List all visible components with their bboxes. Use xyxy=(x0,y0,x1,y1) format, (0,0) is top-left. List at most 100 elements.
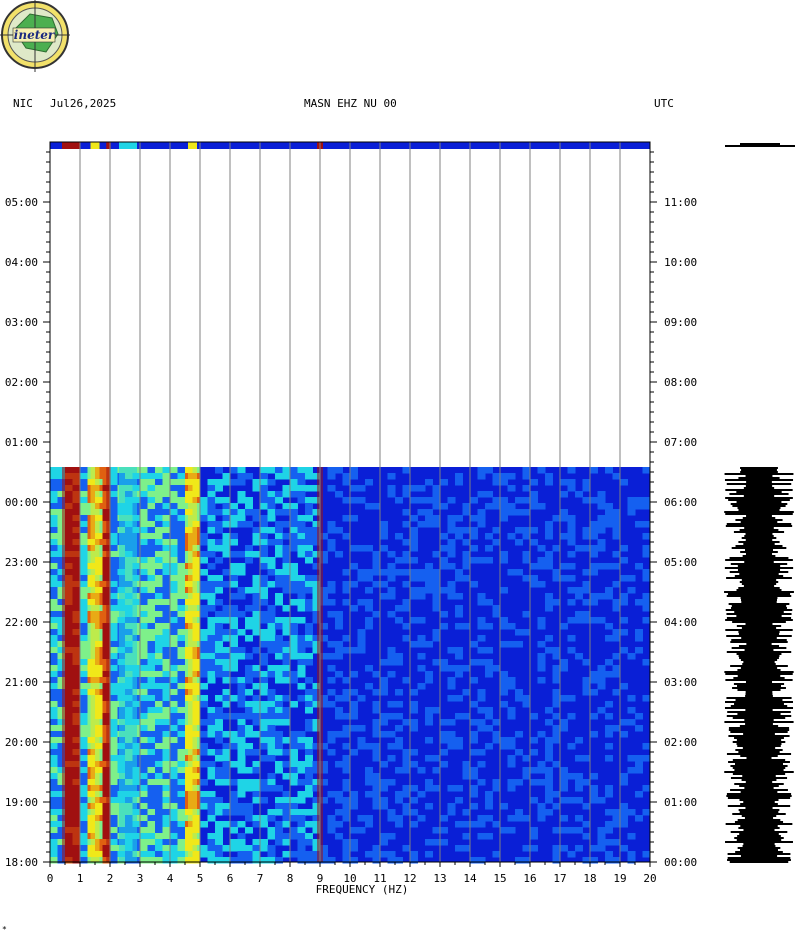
heatmap-cell xyxy=(575,593,583,600)
heatmap-cell xyxy=(215,545,223,552)
heatmap-cell xyxy=(245,473,253,480)
heatmap-cell xyxy=(155,551,163,558)
heatmap-cell xyxy=(297,743,306,750)
heatmap-cell xyxy=(252,701,261,708)
y-tick-label-left: 20:00 xyxy=(5,736,38,749)
heatmap-cell xyxy=(80,581,88,588)
heatmap-cell xyxy=(507,533,516,540)
heatmap-cell xyxy=(305,473,313,480)
heatmap-cell xyxy=(425,779,433,786)
spectral-band-top xyxy=(188,142,197,149)
heatmap-cell xyxy=(620,617,628,624)
heatmap-cell xyxy=(612,551,621,558)
heatmap-cell xyxy=(612,671,621,678)
heatmap-cell xyxy=(522,755,531,762)
heatmap-cell xyxy=(222,743,231,750)
heatmap-cell xyxy=(282,551,291,558)
heatmap-cell xyxy=(560,515,568,522)
heatmap-cell xyxy=(545,479,553,486)
heatmap-cell xyxy=(290,617,298,624)
heatmap-cell xyxy=(275,701,283,708)
heatmap-cell xyxy=(477,509,486,516)
heatmap-cell xyxy=(237,629,246,636)
heatmap-cell xyxy=(155,749,163,756)
heatmap-cell xyxy=(267,731,276,738)
heatmap-cell xyxy=(162,755,171,762)
heatmap-cell xyxy=(545,707,553,714)
trace-segment xyxy=(743,801,775,803)
heatmap-cell xyxy=(597,833,606,840)
heatmap-cell xyxy=(560,665,568,672)
heatmap-cell xyxy=(447,551,456,558)
heatmap-cell xyxy=(50,671,58,678)
y-tick-label-left: 02:00 xyxy=(5,376,38,389)
heatmap-cell xyxy=(162,659,171,666)
heatmap-cell xyxy=(155,695,163,702)
heatmap-cell xyxy=(170,575,178,582)
heatmap-cell xyxy=(282,557,291,564)
heatmap-cell xyxy=(155,605,163,612)
heatmap-cell xyxy=(170,761,178,768)
heatmap-cell xyxy=(372,755,381,762)
heatmap-cell xyxy=(147,713,156,720)
heatmap-cell xyxy=(290,533,298,540)
heatmap-cell xyxy=(110,629,118,636)
trace-segment xyxy=(732,687,786,689)
heatmap-cell xyxy=(402,845,411,852)
heatmap-cell xyxy=(230,605,238,612)
heatmap-cell xyxy=(365,815,373,822)
heatmap-cell xyxy=(57,599,66,606)
heatmap-cell xyxy=(177,665,186,672)
heatmap-cell xyxy=(282,605,291,612)
heatmap-cell xyxy=(80,569,88,576)
heatmap-cell xyxy=(147,497,156,504)
heatmap-cell xyxy=(335,695,343,702)
trace-segment xyxy=(736,615,782,617)
heatmap-cell xyxy=(162,635,171,642)
heatmap-cell xyxy=(485,533,493,540)
heatmap-cell xyxy=(560,827,568,834)
heatmap-cell xyxy=(57,845,66,852)
heatmap-cell xyxy=(230,515,238,522)
trace-segment xyxy=(729,861,789,863)
heatmap-cell xyxy=(80,779,88,786)
heatmap-cell xyxy=(462,551,471,558)
heatmap-cell xyxy=(57,569,66,576)
heatmap-cell xyxy=(312,743,321,750)
heatmap-cell xyxy=(417,653,426,660)
heatmap-cell xyxy=(177,515,186,522)
heatmap-cell xyxy=(440,533,448,540)
heatmap-cell xyxy=(387,551,396,558)
heatmap-cell xyxy=(410,689,418,696)
heatmap-cell xyxy=(50,731,58,738)
y-tick-label-left: 01:00 xyxy=(5,436,38,449)
heatmap-cell xyxy=(395,569,403,576)
heatmap-cell xyxy=(395,617,403,624)
heatmap-cell xyxy=(357,599,366,606)
x-tick-label: 10 xyxy=(343,872,356,885)
heatmap-cell xyxy=(455,611,463,618)
heatmap-cell xyxy=(237,785,246,792)
trace-segment xyxy=(725,841,793,843)
heatmap-cell xyxy=(560,797,568,804)
heatmap-cell xyxy=(170,683,178,690)
heatmap-cell xyxy=(462,665,471,672)
heatmap-cell xyxy=(275,839,283,846)
heatmap-cell xyxy=(447,743,456,750)
heatmap-cell xyxy=(522,611,531,618)
heatmap-cell xyxy=(230,839,238,846)
heatmap-cell xyxy=(245,671,253,678)
heatmap-cell xyxy=(207,719,216,726)
heatmap-cell xyxy=(387,671,396,678)
heatmap-cell xyxy=(110,785,118,792)
heatmap-cell xyxy=(110,797,118,804)
trace-segment xyxy=(724,671,794,673)
heatmap-cell xyxy=(432,581,441,588)
heatmap-cell xyxy=(50,797,58,804)
y-tick-label-right: 01:00 xyxy=(664,796,697,809)
heatmap-cell xyxy=(440,749,448,756)
heatmap-cell xyxy=(260,737,268,744)
heatmap-cell xyxy=(305,599,313,606)
heatmap-cell xyxy=(530,833,538,840)
heatmap-cell xyxy=(207,725,216,732)
